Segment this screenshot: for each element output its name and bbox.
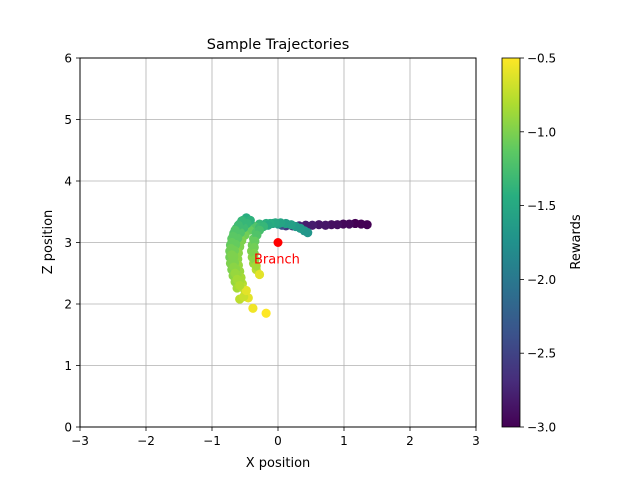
x-tick-label: 3: [472, 434, 480, 448]
x-axis-label: X position: [246, 456, 311, 471]
trajectory-point: [261, 308, 271, 318]
y-tick-label: 3: [64, 236, 72, 250]
trajectory-point: [241, 285, 251, 296]
y-tick-label: 1: [64, 359, 72, 373]
y-axis-label: Z position: [41, 210, 56, 275]
x-tick-label: 0: [274, 434, 282, 448]
x-axis-ticks: −3 −2 −1 0 1 2 3: [71, 427, 480, 448]
colorbar-tick-label: −1.0: [527, 125, 556, 139]
x-tick-label: −1: [203, 434, 221, 448]
trajectory-point: [307, 220, 317, 230]
trajectory-point: [248, 303, 258, 313]
trajectory-point: [235, 280, 245, 291]
branch-label: Branch: [254, 253, 300, 268]
colorbar-tick-label: −0.5: [527, 52, 556, 66]
colorbar: [501, 57, 521, 428]
colorbar-tick-label: −3.0: [527, 421, 556, 435]
y-tick-label: 5: [64, 113, 72, 127]
x-tick-label: −2: [137, 434, 155, 448]
colorbar-tick-label: −1.5: [527, 199, 556, 213]
scatter-points: [225, 213, 372, 318]
colorbar-tick-label: −2.5: [527, 347, 556, 361]
trajectory-point: [254, 269, 265, 280]
x-tick-label: −3: [71, 434, 89, 448]
y-tick-label: 2: [64, 298, 72, 312]
colorbar-ticks: −0.5 −1.0 −1.5 −2.0 −2.5 −3.0: [520, 52, 556, 435]
y-tick-label: 0: [64, 421, 72, 435]
trajectory-point: [314, 220, 324, 230]
branch-marker: [273, 238, 283, 247]
y-tick-label: 6: [64, 52, 72, 66]
y-axis-ticks: 0 1 2 3 4 5 6: [64, 52, 80, 435]
trajectory-point: [251, 261, 261, 271]
chart-title: Sample Trajectories: [207, 37, 350, 53]
trajectory-point: [320, 220, 331, 230]
x-tick-label: 1: [340, 434, 348, 448]
x-tick-label: 2: [406, 434, 414, 448]
y-tick-label: 4: [64, 175, 72, 189]
colorbar-label: Rewards: [569, 214, 584, 269]
colorbar-tick-label: −2.0: [527, 273, 556, 287]
